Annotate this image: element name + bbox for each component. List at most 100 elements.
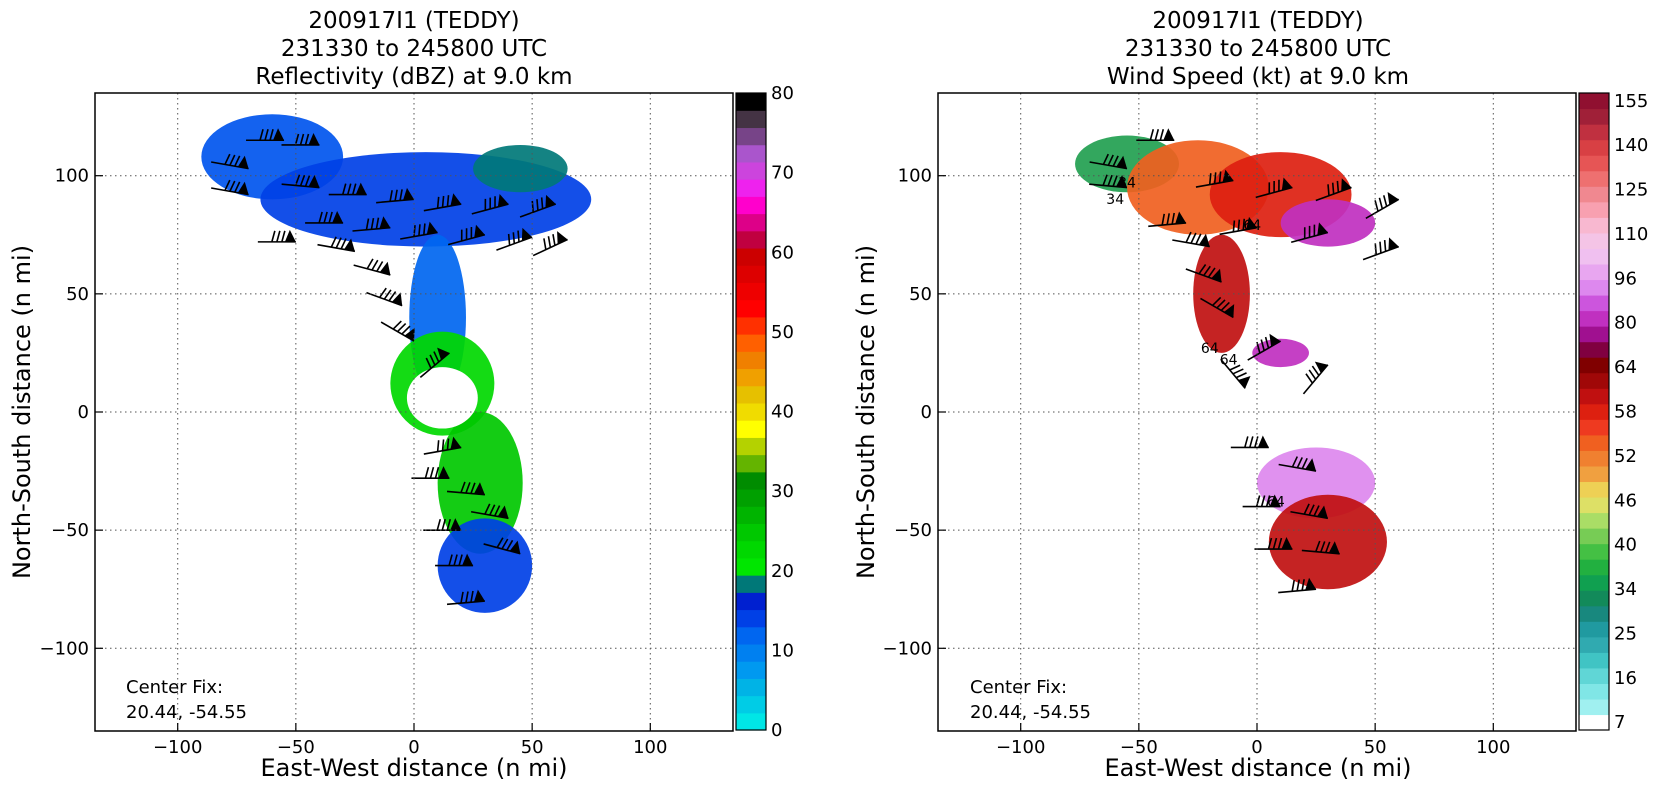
- reflectivity-x-tick-label: −100: [153, 737, 202, 758]
- reflectivity-colorbar-tick-label: 20: [771, 561, 794, 582]
- reflectivity-data-layer: [201, 114, 592, 613]
- reflectivity-colorbar-swatch: [736, 626, 766, 645]
- wind-y-tick-label: 50: [909, 284, 932, 305]
- wind-y-axis-label: North-South distance (n mi): [852, 245, 880, 579]
- reflectivity-wind-barb: [352, 216, 391, 232]
- reflectivity-colorbar-swatch: [736, 230, 766, 249]
- wind-colorbar-swatch: [1579, 559, 1609, 576]
- reflectivity-wind-barb: [423, 518, 462, 531]
- wind-colorbar-swatch: [1579, 528, 1609, 545]
- reflectivity-wind-barb: [366, 287, 403, 307]
- reflectivity-wind-barb: [211, 153, 249, 170]
- wind-colorbar-swatch: [1579, 403, 1609, 420]
- wind-colorbar-tick-label: 40: [1614, 535, 1637, 556]
- wind-colorbar-tick-label: 155: [1614, 91, 1648, 112]
- reflectivity-y-tick-label: −50: [51, 520, 89, 541]
- wind-contour-label: 64: [1267, 495, 1285, 511]
- reflectivity-colorbar-swatch: [736, 247, 766, 266]
- wind-colorbar-swatch: [1579, 652, 1609, 669]
- reflectivity-wind-barb: [281, 174, 320, 189]
- reflectivity-colorbar: 0 10 20 30 40 50 60 70 80: [735, 83, 794, 741]
- wind-colorbar-swatch: [1579, 605, 1609, 622]
- wind-colorbar-tick-label: 125: [1614, 180, 1648, 201]
- reflectivity-colorbar-swatch: [736, 385, 766, 404]
- wind-title-line-1: 200917I1 (TEDDY): [1152, 8, 1363, 34]
- wind-colorbar-swatch: [1579, 683, 1609, 700]
- reflectivity-wind-barb: [471, 194, 509, 215]
- wind-title-line-2: 231330 to 245800 UTC: [1125, 36, 1391, 62]
- reflectivity-wind-barb: [423, 193, 462, 212]
- reflectivity-colorbar-swatch: [736, 661, 766, 679]
- reflectivity-colorbar-swatch: [736, 712, 766, 731]
- wind-colorbar: 7 16 25 34 40 46 52 58 64 80 96 110 125 140 155: [1578, 91, 1648, 733]
- wind-colorbar-tick-label: 46: [1614, 490, 1637, 511]
- reflectivity-wind-barb: [419, 347, 450, 378]
- wind-y-tick-label: −50: [894, 520, 932, 541]
- wind-wind-barb: [1200, 296, 1235, 319]
- reflectivity-colorbar-swatch: [736, 299, 766, 318]
- reflectivity-title-line-2: 231330 to 245800 UTC: [281, 36, 547, 62]
- wind-colorbar-swatch: [1579, 341, 1609, 358]
- reflectivity-title-line-3: Reflectivity (dBZ) at 9.0 km: [255, 64, 572, 90]
- wind-field-region: [1280, 199, 1376, 247]
- reflectivity-colorbar-swatch: [736, 334, 766, 352]
- wind-wind-barb: [1230, 435, 1269, 449]
- wind-colorbar-swatch: [1579, 465, 1609, 483]
- reflectivity-colorbar-tick-label: 0: [771, 720, 782, 741]
- wind-colorbar-tick-label: 64: [1614, 357, 1637, 378]
- wind-colorbar-swatch: [1579, 714, 1609, 731]
- wind-wind-barb: [1255, 177, 1293, 199]
- wind-colorbar-swatch: [1579, 496, 1609, 514]
- wind-title-line-3: Wind Speed (kt) at 9.0 km: [1107, 64, 1409, 90]
- wind-wind-barb: [1172, 231, 1210, 248]
- reflectivity-axis-ticks: −100 −50 0 50 100 −100 −50 0 50 100: [40, 166, 668, 758]
- wind-colorbar-tick-label: 110: [1614, 224, 1648, 245]
- wind-colorbar-swatch: [1579, 310, 1609, 327]
- wind-colorbar-tick-label: 25: [1614, 623, 1637, 644]
- wind-colorbar-swatch: [1579, 512, 1609, 529]
- wind-colorbar-swatch: [1579, 186, 1609, 203]
- reflectivity-colorbar-swatch: [736, 695, 766, 714]
- reflectivity-colorbar-swatch: [736, 110, 766, 129]
- reflectivity-wind-barb: [447, 224, 486, 246]
- wind-colorbar-swatch: [1579, 170, 1609, 187]
- reflectivity-panel: 200917I1 (TEDDY) 231330 to 245800 UTC Re…: [8, 8, 794, 782]
- wind-contour-label: 64: [1243, 218, 1261, 234]
- reflectivity-x-tick-label: 100: [633, 737, 667, 758]
- reflectivity-wind-barb: [353, 258, 391, 276]
- reflectivity-wind-barb: [281, 132, 320, 146]
- reflectivity-colorbar-swatch: [736, 678, 766, 697]
- reflectivity-wind-barb: [305, 210, 344, 224]
- wind-colorbar-swatch: [1579, 124, 1609, 141]
- reflectivity-colorbar-swatch: [736, 179, 766, 197]
- wind-colorbar-swatch: [1579, 108, 1609, 125]
- wind-y-tick-label: −100: [883, 638, 932, 659]
- wind-colorbar-swatch: [1579, 419, 1609, 436]
- wind-wind-barb: [1290, 503, 1329, 520]
- wind-colorbar-swatch: [1579, 232, 1609, 249]
- reflectivity-wind-barb: [400, 221, 438, 240]
- reflectivity-wind-barb: [446, 481, 485, 496]
- wind-colorbar-swatch: [1579, 357, 1609, 374]
- wind-x-axis-label: East-West distance (n mi): [1104, 754, 1411, 782]
- wind-x-tick-label: −50: [1120, 737, 1158, 758]
- reflectivity-colorbar-tick-label: 50: [771, 322, 794, 343]
- wind-colorbar-tick-label: 16: [1614, 668, 1637, 689]
- wind-colorbar-swatch: [1579, 155, 1609, 172]
- reflectivity-colorbar-swatch: [736, 540, 766, 559]
- wind-colorbar-swatch: [1579, 450, 1609, 467]
- wind-wind-barb: [1301, 540, 1340, 555]
- wind-wind-barb: [1290, 222, 1329, 244]
- reflectivity-wind-barb: [423, 436, 462, 455]
- wind-center-fix-label: Center Fix:: [970, 677, 1067, 698]
- wind-wind-barb: [1220, 358, 1251, 389]
- reflectivity-wind-barb: [519, 194, 557, 218]
- reflectivity-colorbar-tick-label: 40: [771, 402, 794, 423]
- wind-colorbar-swatch: [1579, 263, 1609, 281]
- wind-x-tick-label: 0: [1251, 737, 1262, 758]
- wind-wind-barb: [1185, 264, 1222, 283]
- wind-colorbar-tick-label: 96: [1614, 268, 1637, 289]
- reflectivity-colorbar-swatch: [736, 575, 766, 593]
- wind-center-fix-value: 20.44, -54.55: [970, 702, 1091, 723]
